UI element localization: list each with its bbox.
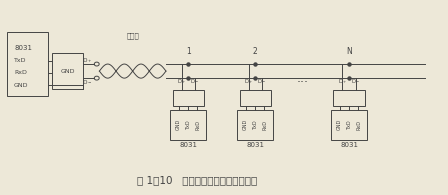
Text: TxD: TxD [14,58,26,63]
Text: 8031: 8031 [340,142,358,148]
Text: D$_-$: D$_-$ [82,78,93,86]
Text: RxD: RxD [263,120,268,130]
Bar [170,110,206,140]
Text: 图 1－10   单片机远距离串行通信应用: 图 1－10 单片机远距离串行通信应用 [137,176,257,185]
Text: ...: ... [296,72,308,85]
Text: RxD: RxD [196,120,201,130]
Bar [331,110,367,140]
Text: D$_-$: D$_-$ [257,78,267,85]
Bar [333,90,365,106]
Bar [237,110,273,140]
Text: TxD: TxD [347,120,352,130]
Text: GND: GND [176,119,181,130]
Text: D$_+$: D$_+$ [338,77,347,86]
Text: GND: GND [14,83,29,88]
Text: 8031: 8031 [246,142,264,148]
Text: GND: GND [243,119,248,130]
Text: D$_+$: D$_+$ [244,77,254,86]
Text: TxD: TxD [186,120,191,130]
Text: 双绞线: 双绞线 [126,33,139,39]
Bar [52,53,83,89]
Text: RxD: RxD [357,120,362,130]
Text: GND: GND [336,119,341,130]
Text: TxD: TxD [253,120,258,130]
Text: GND: GND [60,69,75,74]
Text: 8031: 8031 [14,45,32,51]
Text: 2: 2 [253,47,258,56]
Bar [8,32,47,96]
Text: N: N [346,47,352,56]
Text: D$_+$: D$_+$ [82,56,93,65]
Text: D$_+$: D$_+$ [177,77,186,86]
Text: 8031: 8031 [179,142,197,148]
Bar [172,90,204,106]
Text: D$_-$: D$_-$ [351,78,361,85]
Text: 1: 1 [186,47,191,56]
Bar [240,90,271,106]
Text: RxD: RxD [14,70,27,75]
Text: D$_-$: D$_-$ [190,78,200,85]
